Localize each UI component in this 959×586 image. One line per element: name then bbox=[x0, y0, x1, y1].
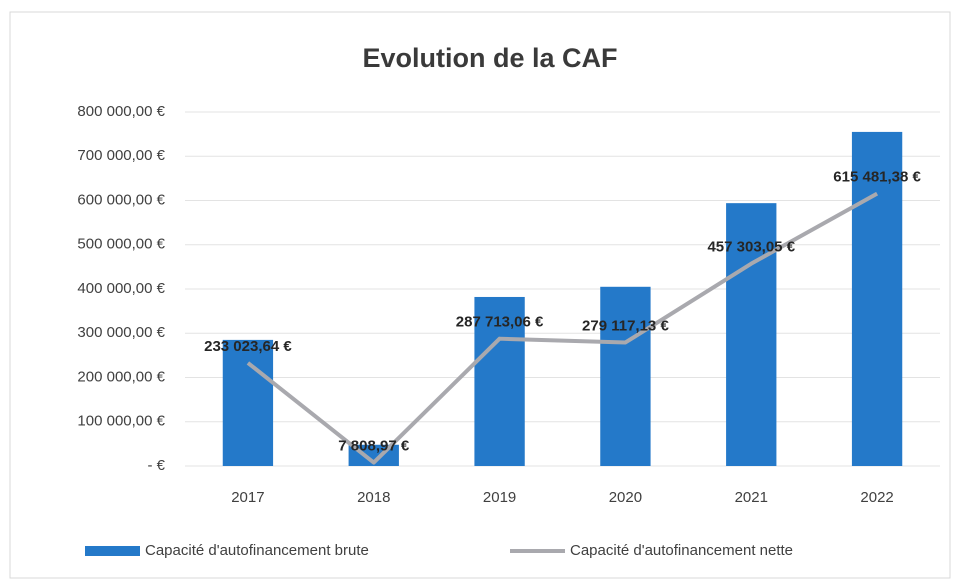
y-tick-label: 200 000,00 € bbox=[77, 368, 165, 385]
y-tick-label: - € bbox=[147, 457, 165, 474]
y-tick-label: 100 000,00 € bbox=[77, 413, 165, 430]
data-label: 287 713,06 € bbox=[456, 314, 544, 331]
data-label: 615 481,38 € bbox=[833, 169, 921, 186]
y-tick-label: 700 000,00 € bbox=[77, 147, 165, 164]
data-label: 7 808,97 € bbox=[338, 438, 410, 455]
legend-label: Capacité d'autofinancement brute bbox=[145, 542, 369, 559]
x-tick-label: 2022 bbox=[860, 489, 893, 506]
chart-title: Evolution de la CAF bbox=[362, 43, 617, 73]
x-tick-label: 2021 bbox=[735, 489, 768, 506]
line bbox=[246, 191, 879, 465]
bar bbox=[600, 286, 651, 466]
bar bbox=[726, 203, 777, 466]
data-label: 279 117,13 € bbox=[582, 317, 669, 334]
x-tick-label: 2020 bbox=[609, 489, 642, 506]
data-label: 457 303,05 € bbox=[707, 239, 795, 256]
bar bbox=[851, 131, 903, 466]
bar bbox=[474, 296, 525, 466]
y-tick-label: 600 000,00 € bbox=[77, 191, 165, 208]
y-tick-label: 800 000,00 € bbox=[77, 103, 165, 120]
bar bbox=[222, 339, 274, 466]
legend-label: Capacité d'autofinancement nette bbox=[570, 542, 793, 559]
x-tick-label: 2018 bbox=[357, 489, 390, 506]
y-tick-label: 300 000,00 € bbox=[77, 324, 165, 341]
legend-swatch bbox=[85, 546, 140, 556]
data-label: 233 023,64 € bbox=[204, 338, 292, 355]
x-tick-label: 2017 bbox=[231, 489, 264, 506]
y-tick-label: 500 000,00 € bbox=[77, 236, 165, 253]
chart-frame bbox=[9, 11, 951, 579]
y-tick-label: 400 000,00 € bbox=[77, 280, 165, 297]
x-tick-label: 2019 bbox=[483, 489, 516, 506]
